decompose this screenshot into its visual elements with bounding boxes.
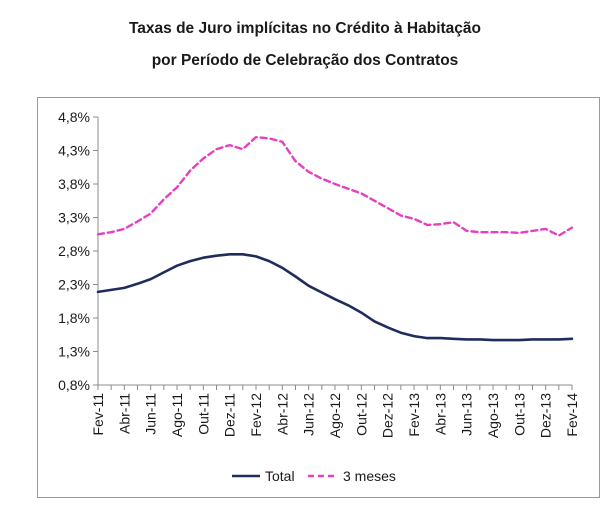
legend-label-3-meses: 3 meses <box>343 468 396 484</box>
y-tick-label: 2,3% <box>58 277 90 293</box>
y-tick-label: 1,3% <box>58 344 90 360</box>
legend-label-total: Total <box>265 468 295 484</box>
x-tick-label: Fev-11 <box>90 393 106 436</box>
y-tick-label: 3,3% <box>58 210 90 226</box>
x-tick-label: Jun-12 <box>301 393 317 436</box>
x-tick-label: Jun-13 <box>459 393 475 436</box>
y-tick-label: 1,8% <box>58 310 90 326</box>
x-tick-label: Ago-11 <box>169 393 185 437</box>
y-tick-label: 0,8% <box>58 377 90 393</box>
chart-title: Taxas de Juro implícitas no Crédito à Ha… <box>128 20 481 37</box>
y-tick-label: 4,3% <box>58 143 90 159</box>
chart-frame <box>37 97 600 498</box>
x-tick-label: Abr-11 <box>116 393 132 434</box>
y-tick-label: 3,8% <box>58 176 90 192</box>
x-tick-label: Fev-14 <box>564 393 580 437</box>
chart-subtitle: por Período de Celebração dos Contratos <box>151 52 459 69</box>
x-tick-label: Dez-13 <box>538 393 554 438</box>
x-tick-label: Out-12 <box>353 393 369 436</box>
series-line-3-meses <box>96 135 574 237</box>
x-tick-label: Ago-12 <box>327 393 343 438</box>
x-tick-label: Dez-12 <box>380 393 396 438</box>
y-tick-label: 2,8% <box>58 243 90 259</box>
x-tick-label: Dez-11 <box>222 393 238 437</box>
x-tick-label: Abr-12 <box>274 393 290 435</box>
x-tick-label: Jun-11 <box>143 393 159 435</box>
x-tick-label: Out-11 <box>195 393 211 435</box>
series-line-total <box>96 253 574 342</box>
x-tick-label: Out-13 <box>511 393 527 436</box>
x-tick-label: Fev-13 <box>406 393 422 437</box>
y-tick-label: 4,8% <box>58 109 90 125</box>
x-tick-label: Abr-13 <box>432 393 448 435</box>
x-tick-label: Ago-13 <box>485 393 501 438</box>
x-tick-label: Fev-12 <box>248 393 264 437</box>
